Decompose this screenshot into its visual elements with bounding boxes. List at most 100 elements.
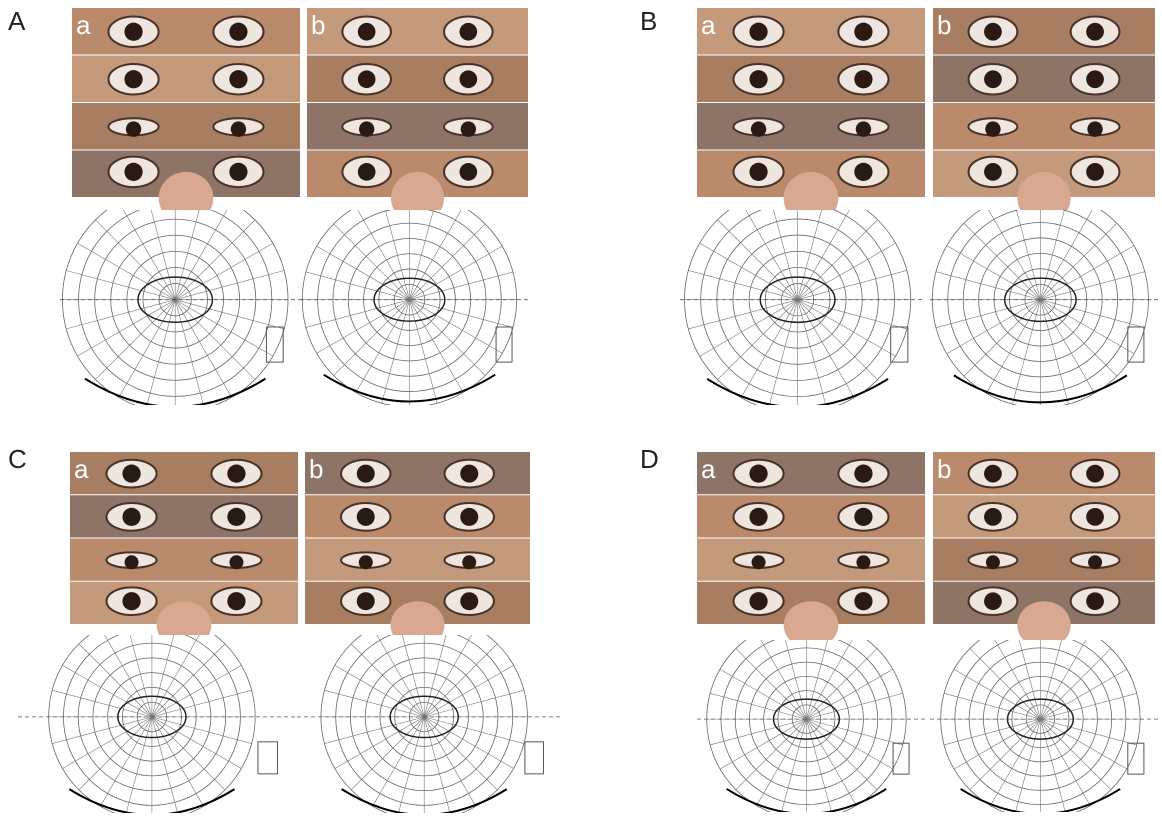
iris: [122, 507, 141, 526]
sub-label: b: [311, 10, 325, 40]
iris: [854, 464, 873, 483]
sub-label: a: [74, 454, 89, 484]
meridian: [151, 665, 242, 718]
meridian: [401, 635, 425, 717]
iris: [1086, 162, 1104, 181]
meridian: [719, 718, 807, 770]
nose: [783, 601, 839, 649]
meridian: [409, 271, 514, 300]
photo-row: [697, 452, 925, 495]
meridian: [806, 640, 828, 720]
perimetry-chart: [297, 635, 562, 813]
chart-bg: [930, 640, 1160, 812]
iris: [1088, 555, 1103, 570]
meridian: [409, 299, 503, 354]
chart-bg: [297, 635, 562, 813]
legend-box: [892, 742, 910, 775]
meridian: [151, 716, 242, 769]
iris: [229, 22, 248, 41]
meridian: [409, 210, 462, 300]
iris: [1086, 592, 1104, 611]
meridian: [990, 718, 1041, 806]
meridian: [118, 299, 176, 398]
meridian: [1040, 640, 1062, 720]
meridian: [797, 210, 822, 300]
legend-box: [890, 326, 909, 363]
meridian: [1040, 718, 1137, 746]
legend-box: [257, 741, 278, 775]
iris: [460, 464, 479, 483]
photo-strip: [933, 452, 1155, 649]
legend-box: [265, 326, 284, 363]
drawn-field: [373, 277, 446, 322]
boundary: [960, 788, 1121, 812]
sub-label: a: [701, 454, 716, 484]
meridian: [946, 245, 1041, 300]
meridian: [740, 299, 798, 398]
meridian: [1040, 299, 1069, 405]
meridian: [95, 299, 176, 380]
meridian: [943, 718, 1041, 746]
meridian: [77, 243, 176, 300]
perimetry-chart: [680, 210, 925, 405]
iris: [124, 22, 143, 41]
meridian: [806, 640, 853, 720]
meridian: [1040, 718, 1112, 790]
meridian: [151, 635, 175, 717]
meridian: [62, 665, 153, 718]
meridian: [334, 665, 425, 718]
drawn-field: [137, 276, 214, 324]
meridian: [1040, 299, 1118, 377]
perimetry-chart: [60, 210, 300, 405]
boundary: [953, 374, 1128, 404]
meridian: [398, 716, 425, 813]
iris: [122, 592, 141, 611]
photo-row: [697, 55, 925, 102]
iris: [357, 22, 376, 41]
meridian: [174, 210, 228, 300]
iris: [460, 507, 479, 526]
meridian: [1040, 668, 1127, 720]
photo-strip: [72, 8, 300, 225]
meridian: [334, 716, 425, 769]
meridian: [174, 299, 204, 405]
meridian: [935, 299, 1041, 328]
photo-row: [307, 103, 528, 150]
meridian: [385, 210, 410, 300]
meridian: [784, 640, 807, 720]
meridian: [424, 665, 514, 718]
meridian: [376, 635, 425, 718]
drawn-field: [759, 276, 836, 324]
iris: [750, 121, 767, 137]
meridian: [806, 719, 832, 812]
meridian: [174, 299, 256, 380]
meridian: [806, 718, 878, 790]
iris: [854, 22, 873, 41]
iris: [984, 70, 1002, 89]
drawn-field: [772, 698, 841, 740]
iris: [984, 464, 1002, 483]
meridian: [1040, 299, 1135, 355]
meridian: [806, 718, 893, 770]
photo-row: [933, 538, 1155, 581]
perimetry-chart: [930, 210, 1160, 405]
meridian: [806, 648, 878, 720]
meridian: [316, 299, 410, 354]
meridian: [710, 718, 807, 746]
meridian: [699, 299, 798, 357]
meridian: [988, 210, 1041, 300]
photo-strip: [933, 8, 1155, 225]
meridian: [717, 219, 798, 300]
legend-box: [495, 326, 513, 363]
meridian: [350, 643, 425, 718]
meridian: [1040, 640, 1087, 720]
meridian: [409, 299, 464, 393]
boundary: [706, 378, 889, 405]
photo-row: [933, 452, 1155, 495]
photo-row: [305, 495, 530, 538]
photo-strip: [697, 8, 925, 225]
meridian: [357, 210, 410, 300]
meridian: [150, 210, 176, 300]
photo-row: [70, 495, 298, 538]
